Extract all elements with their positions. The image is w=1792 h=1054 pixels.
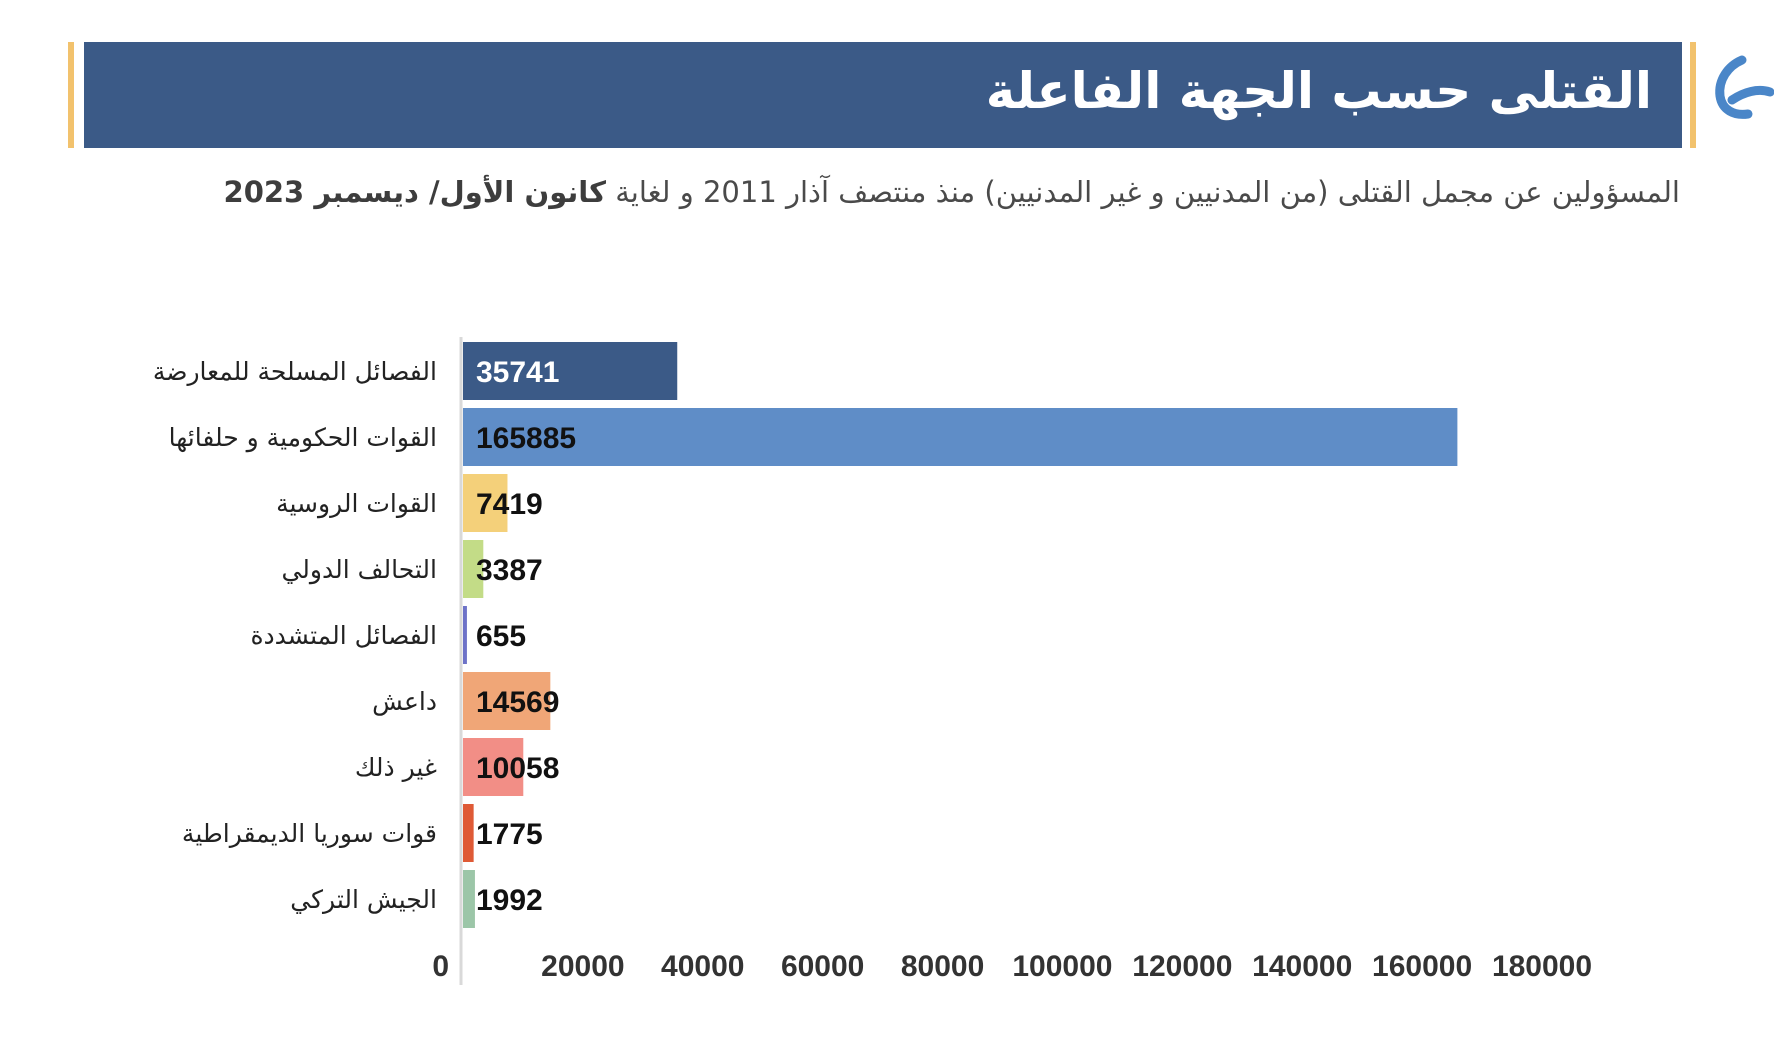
value-label: 35741 xyxy=(476,356,559,389)
x-tick-label: 100000 xyxy=(1012,950,1112,983)
category-label: الفصائل المسلحة للمعارضة xyxy=(153,357,437,386)
category-label: غير ذلك xyxy=(355,753,437,782)
value-label: 7419 xyxy=(476,488,543,521)
x-tick-label: 40000 xyxy=(661,950,744,983)
bar xyxy=(463,606,467,664)
bar xyxy=(463,870,475,928)
subtitle-date: كانون الأول/ ديسمبر 2023 xyxy=(223,175,607,209)
subtitle-text: المسؤولين عن مجمل القتلى (من المدنيين و … xyxy=(606,175,1680,209)
x-tick-label: 60000 xyxy=(781,950,864,983)
value-label: 1775 xyxy=(476,818,543,851)
value-label: 165885 xyxy=(476,422,576,455)
category-label: الجيش التركي xyxy=(290,885,437,914)
bar xyxy=(463,804,474,862)
x-tick-label: 80000 xyxy=(901,950,984,983)
category-label: القوات الروسية xyxy=(276,489,437,519)
bar xyxy=(463,738,524,796)
chart-subtitle: المسؤولين عن مجمل القتلى (من المدنيين و … xyxy=(120,170,1680,214)
bar xyxy=(463,474,508,532)
header-bar: القتلى حسب الجهة الفاعلة xyxy=(84,42,1682,148)
value-label: 655 xyxy=(476,620,526,653)
category-label: الفصائل المتشددة xyxy=(250,621,437,650)
page-title: القتلى حسب الجهة الفاعلة xyxy=(985,62,1652,120)
x-tick-label: 180000 xyxy=(1492,950,1592,983)
bar xyxy=(463,672,551,730)
bar xyxy=(463,408,1458,466)
header-left-accent xyxy=(68,42,74,148)
x-tick-label: 120000 xyxy=(1132,950,1232,983)
x-tick-label: 140000 xyxy=(1252,950,1352,983)
value-label: 10058 xyxy=(476,752,559,785)
category-label: القوات الحكومية و حلفائها xyxy=(169,423,437,453)
bar xyxy=(463,342,678,400)
organization-logo-icon xyxy=(1715,55,1774,119)
value-label: 14569 xyxy=(476,686,559,719)
category-label: التحالف الدولي xyxy=(281,555,437,585)
x-tick-label: 0 xyxy=(432,950,449,983)
header-right-accent xyxy=(1690,42,1696,148)
bar xyxy=(463,540,484,598)
value-label: 3387 xyxy=(476,554,543,587)
category-label: قوات سوريا الديمقراطية xyxy=(182,819,437,848)
x-tick-label: 160000 xyxy=(1372,950,1472,983)
value-label: 1992 xyxy=(476,884,543,917)
category-label: داعش xyxy=(372,687,437,716)
x-tick-label: 20000 xyxy=(541,950,624,983)
